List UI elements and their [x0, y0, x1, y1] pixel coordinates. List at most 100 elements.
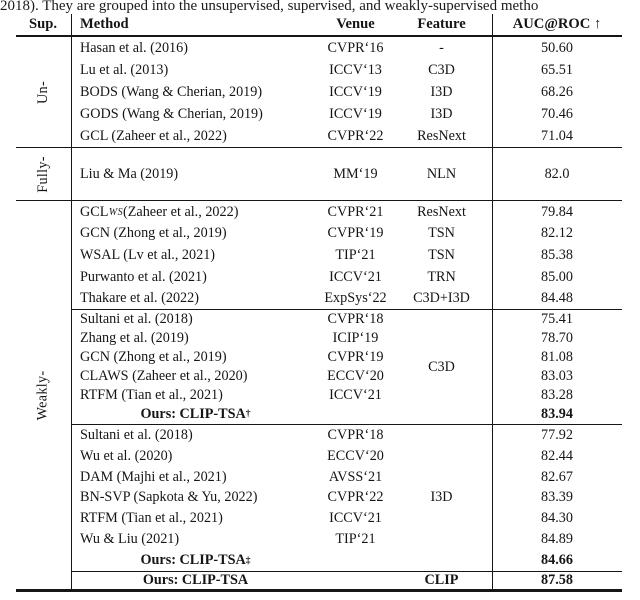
- method-cell: GCN (Zhong et al., 2019): [72, 223, 320, 245]
- venue-cell: CVPR‘18: [327, 426, 384, 443]
- venue-cell: CVPR‘22: [327, 489, 384, 506]
- method-cell: Hasan et al. (2016): [72, 37, 320, 59]
- supervision-group: Weakly- GCL WS (Zaheer et al., 2022) CVPR‘2…: [15, 200, 622, 589]
- auc-cell: 50.60: [491, 37, 622, 60]
- dagger-mark: ‡: [245, 555, 251, 566]
- method-name: GCN (Zhong et al., 2019): [80, 225, 227, 242]
- auc-cell: 84.48: [491, 287, 622, 310]
- method-cell: RTFM (Tian et al., 2021): [72, 508, 320, 529]
- method-name: GCL: [80, 203, 109, 220]
- method-cell: BN-SVP (Sapkota & Yu, 2022): [72, 487, 320, 508]
- venue-cell: ICCV‘19: [329, 105, 382, 122]
- method-name: Ours: CLIP-TSA: [140, 405, 246, 422]
- method-name: Ours: CLIP-TSA: [140, 552, 246, 569]
- method-cell: WSAL (Lv et al., 2021): [72, 245, 320, 267]
- feature-span-label: I3D: [430, 489, 453, 506]
- table-row: Zhang et al. (2019) ICIP‘19 78.70: [72, 329, 622, 349]
- table-row: CLAWS (Zaheer et al., 2020) ECCV‘20 83.03: [72, 367, 622, 386]
- method-cell: BODS (Wang & Cherian, 2019): [72, 81, 320, 103]
- table-row: GCL WS (Zaheer et al., 2022) CVPR‘21 ResNex…: [72, 201, 622, 224]
- header-auc: AUC@ROC ↑: [491, 14, 622, 35]
- auc-cell: 85.38: [491, 244, 622, 267]
- auc-cell: 82.12: [491, 223, 622, 245]
- method-cell: Liu & Ma (2019): [72, 148, 320, 200]
- method-name: WSAL (Lv et al., 2021): [80, 246, 216, 263]
- auc-cell: 65.51: [491, 59, 622, 82]
- supervision-label: Un-: [34, 80, 51, 104]
- method-name: Sultani et al. (2018): [80, 426, 193, 443]
- method-cell: Sultani et al. (2018): [72, 310, 320, 329]
- auc-cell: 70.46: [491, 103, 622, 126]
- table-row: Thakare et al. (2022) ExpSys‘22 C3D+I3D 84.…: [72, 287, 622, 310]
- auc-cell: 82.67: [491, 466, 622, 488]
- feature-cell: CLIP: [424, 571, 459, 588]
- auc-cell: 84.66: [491, 550, 622, 572]
- table-row: Sultani et al. (2018) CVPR‘18 77.92: [72, 424, 622, 446]
- feature-cell: C3D: [428, 61, 455, 78]
- feature-cell: TSN: [428, 246, 455, 263]
- method-name: GODS (Wang & Cherian, 2019): [80, 105, 263, 122]
- method-cell: GCL WS (Zaheer et al., 2022): [72, 201, 320, 223]
- venue-cell: [320, 572, 392, 589]
- method-cell: Ours: CLIP-TSA: [72, 572, 320, 589]
- supervision-group: Un- Hasan et al. (2016) CVPR‘16-50.60 Lu et…: [16, 37, 622, 148]
- venue-cell: CVPR‘21: [327, 203, 384, 220]
- feature-cell: TSN: [428, 225, 455, 242]
- group-body: GCL WS (Zaheer et al., 2022) CVPR‘21 ResNex…: [71, 201, 622, 589]
- venue-cell: MM‘19: [333, 165, 378, 182]
- venue-cell: [320, 550, 392, 571]
- table-row: Ours: CLIP-TSA CLIP 87.58: [72, 572, 622, 589]
- table-row: Hasan et al. (2016) CVPR‘16 - 50.60: [72, 37, 622, 60]
- auc-cell: 83.03: [491, 367, 622, 386]
- method-name: CLAWS (Zaheer et al., 2020): [80, 368, 248, 385]
- supervision-label-cell: Weakly-: [16, 201, 72, 589]
- method-name: Wu et al. (2020): [80, 447, 173, 464]
- supervision-label-cell: Fully-: [16, 148, 72, 201]
- method-name-tail: (Zaheer et al., 2022): [123, 203, 239, 220]
- auc-cell: 77.92: [491, 424, 622, 446]
- method-name: RTFM (Tian et al., 2021): [80, 510, 223, 527]
- method-cell: Ours: CLIP-TSA †: [72, 405, 320, 424]
- venue-cell: ECCV‘20: [327, 447, 384, 464]
- method-cell: Ours: CLIP-TSA ‡: [72, 550, 320, 571]
- method-cell: Sultani et al. (2018): [72, 425, 320, 446]
- feature-span-label: C3D: [428, 358, 455, 375]
- feature-cell: ResNext: [417, 127, 466, 144]
- auc-cell: 68.26: [491, 81, 622, 104]
- feature-cell: NLN: [426, 165, 457, 182]
- method-cell: Wu et al. (2020): [72, 446, 320, 467]
- table-row: DAM (Majhi et al., 2021) AVSS‘21 82.67: [72, 466, 622, 488]
- method-cell: GODS (Wang & Cherian, 2019): [72, 103, 320, 125]
- auc-cell: 84.89: [491, 529, 622, 551]
- auc-cell: 82.44: [491, 445, 622, 467]
- venue-cell: CVPR‘16: [327, 39, 384, 56]
- method-cell: Zhang et al. (2019): [72, 329, 320, 348]
- venue-cell: ICCV‘13: [329, 61, 382, 78]
- venue-cell: TIP‘21: [335, 531, 376, 548]
- table-row: Liu & Ma (2019) MM‘19 NLN 82.0: [72, 148, 622, 201]
- feature-cell: I3D: [430, 105, 453, 122]
- feature-cell: TRN: [427, 268, 456, 285]
- method-cell: Wu & Liu (2021): [72, 529, 320, 550]
- method-cell: RTFM (Tian et al., 2021): [72, 386, 320, 405]
- table-row: BN-SVP (Sapkota & Yu, 2022) CVPR‘22 83.39: [72, 487, 622, 509]
- method-block: Hasan et al. (2016) CVPR‘16-50.60 Lu et al…: [72, 37, 622, 148]
- method-name: Hasan et al. (2016): [80, 39, 188, 56]
- header-feature: Feature: [417, 16, 466, 32]
- venue-cell: ICCV‘21: [329, 386, 382, 403]
- results-table: Sup. Method Venue Feature AUC@ROC ↑ Un- H…: [15, 14, 622, 592]
- venue-cell: ECCV‘20: [327, 368, 384, 385]
- method-name: Liu & Ma (2019): [80, 165, 179, 182]
- method-block: GCL WS (Zaheer et al., 2022) CVPR‘21 ResNex…: [72, 201, 622, 310]
- method-block: Liu & Ma (2019) MM‘19 NLN 82.0: [72, 148, 622, 201]
- method-name: GCN (Zhong et al., 2019): [80, 349, 227, 366]
- header-method: Method: [80, 16, 129, 32]
- table-row: RTFM (Tian et al., 2021) ICCV‘21 83.28: [72, 386, 622, 405]
- table-row: GCN (Zhong et al., 2019) CVPR‘19 TSN 82.12: [72, 223, 622, 245]
- method-name: BODS (Wang & Cherian, 2019): [80, 83, 263, 100]
- method-name: GCL (Zaheer et al., 2022): [80, 127, 227, 144]
- table-row: BODS (Wang & Cherian, 2019) ICCV‘19 I3D 68.…: [72, 81, 622, 104]
- table-row: GCL (Zaheer et al., 2022) CVPR‘22 ResNext 7…: [72, 125, 622, 148]
- table-row: RTFM (Tian et al., 2021) ICCV‘21 84.30: [72, 508, 622, 530]
